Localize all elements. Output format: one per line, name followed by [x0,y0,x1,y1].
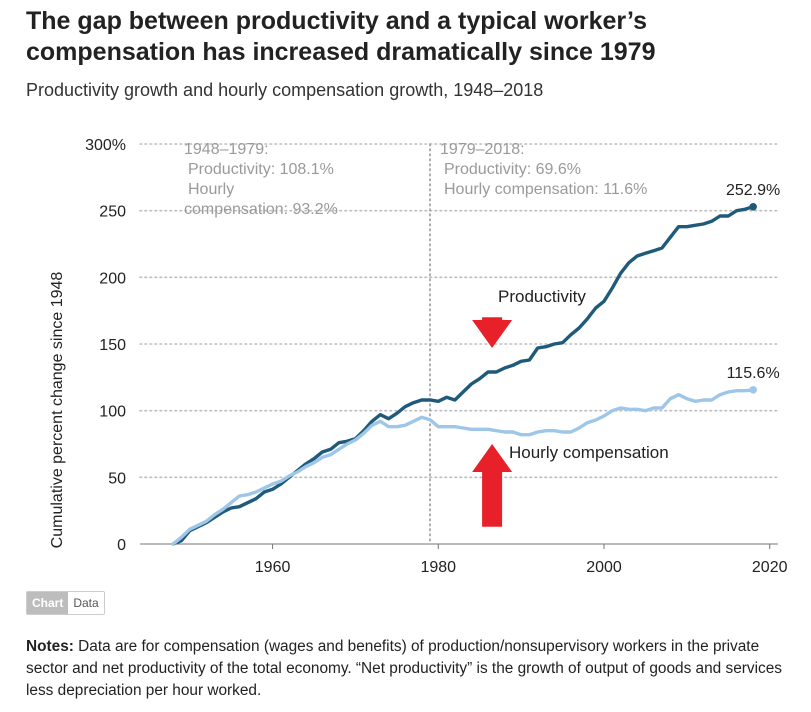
y-tick-label: 100 [99,404,126,421]
x-tick-label: 1980 [420,559,456,576]
y-tick-label: 250 [99,204,126,221]
y-axis-label: Cumulative percent change since 1948 [49,272,66,549]
gridlines [139,143,779,545]
red-up-arrow [472,444,513,527]
y-tick-label: 150 [99,337,126,354]
line-chart: 0 50 100 150 200 250 300% 1960 1980 2000 2020 Cum… [49,137,788,576]
productivity-end-label: 252.9% [726,182,780,199]
x-tick-label: 2000 [586,559,622,576]
data-tab[interactable]: Data [68,592,104,614]
period1-annotation-line: Productivity: 108.1% [188,161,334,178]
x-axis: 1960 1980 2000 2020 [255,544,788,576]
x-tick-label: 1960 [255,559,291,576]
period2-annotation-line: Hourly compensation: 11.6% [444,181,647,198]
compensation-line-end-point [749,386,757,394]
period1-annotation-line: Hourly [188,181,234,198]
notes-text: Data are for compensation (wages and ben… [26,638,782,699]
compensation-end-label: 115.6% [727,365,780,382]
period2-annotation-line: 1979–2018: [440,141,525,158]
y-tick-label: 50 [108,470,126,487]
compensation-series-label: Hourly compensation [509,443,669,462]
notes-label: Notes: [26,638,74,655]
period-annotations: 1948–1979: Productivity: 108.1% Hourly comp… [184,141,647,218]
productivity-line-end-point [749,203,757,211]
series-labels: Productivity Hourly compensation 252.9% 115… [498,182,780,462]
period2-annotation-line: Productivity: 69.6% [444,161,581,178]
y-tick-label: 300% [85,137,126,154]
productivity-series-label: Productivity [498,287,586,306]
x-tick-label: 2020 [752,559,788,576]
period1-annotation-line: compensation: 93.2% [184,201,338,218]
chart-tab[interactable]: Chart [27,592,69,614]
y-tick-label: 200 [99,270,126,287]
chart-title: The gap between productivity and a typic… [26,7,656,66]
productivity-line [171,205,755,546]
notes: Notes: Data are for compensation (wages … [26,636,796,712]
series-lines [171,203,757,546]
view-toggle: Chart Data [26,591,105,615]
arrows [472,317,513,527]
period1-annotation-line: 1948–1979: [184,141,269,158]
chart-subtitle: Productivity growth and hourly compensat… [26,80,544,100]
compensation-line [171,388,755,546]
y-axis: 0 50 100 150 200 250 300% [85,137,126,554]
red-down-arrow [472,317,513,348]
y-tick-label: 0 [117,537,126,554]
